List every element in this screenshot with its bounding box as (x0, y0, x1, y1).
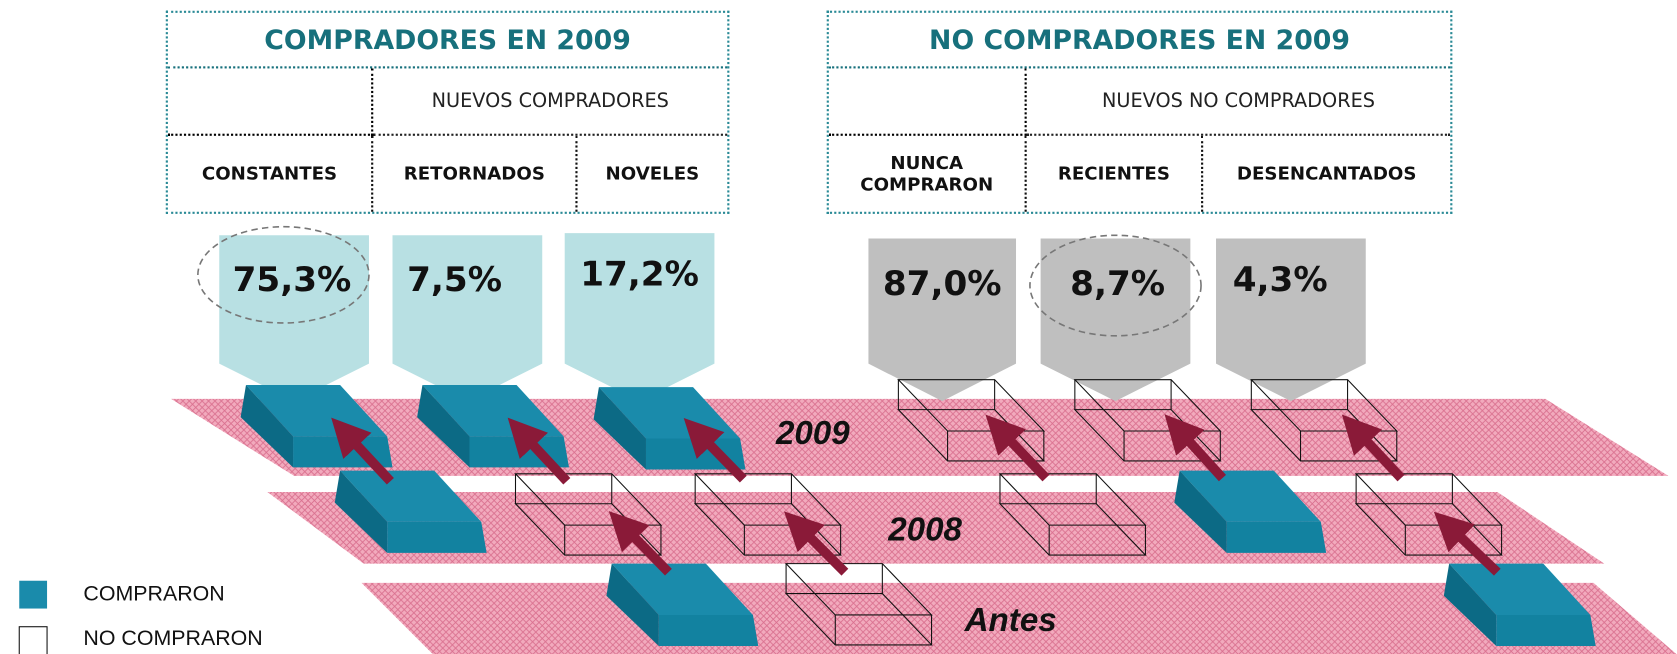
empty-cell (168, 68, 373, 135)
percentage: 4,3% (1233, 260, 1328, 300)
page: 75,3% 7,5% 17,2% 87,0% 8,7% 4,3% 2009 20… (0, 0, 1677, 654)
group-subtitle: NUEVOS NO COMPRADORES (1027, 68, 1451, 135)
column-header: NUNCA COMPRARON (829, 136, 1027, 212)
percentage: 75,3% (233, 260, 352, 300)
legend-swatch (19, 581, 47, 609)
percentage: 8,7% (1070, 264, 1165, 304)
column-header: NOVELES (578, 136, 728, 212)
year-label: 2008 (887, 511, 962, 548)
year-label: 2009 (775, 415, 850, 452)
percentage: 87,0% (883, 264, 1002, 304)
column-header: CONSTANTES (168, 136, 373, 212)
group-title: COMPRADORES EN 2009 (168, 13, 727, 69)
group-title: NO COMPRADORES EN 2009 (829, 13, 1450, 69)
header-table: COMPRADORES EN 2009 NUEVOS COMPRADORES C… (166, 11, 730, 214)
year-label: Antes (964, 602, 1057, 639)
percentage: 17,2% (580, 254, 699, 294)
column-header: RECIENTES (1027, 136, 1203, 212)
legend-swatch (19, 627, 47, 654)
column-header: DESENCANTADOS (1203, 136, 1450, 212)
legend-label: COMPRARON (83, 581, 224, 605)
callouts (198, 227, 1366, 401)
empty-cell (829, 68, 1027, 135)
percentage: 7,5% (407, 260, 502, 300)
legend-label: NO COMPRARON (83, 626, 262, 650)
diagram: 75,3% 7,5% 17,2% 87,0% 8,7% 4,3% 2009 20… (0, 0, 1677, 654)
header-table: NO COMPRADORES EN 2009 NUEVOS NO COMPRAD… (827, 11, 1453, 214)
group-subtitle: NUEVOS COMPRADORES (373, 68, 727, 135)
column-header: RETORNADOS (373, 136, 577, 212)
